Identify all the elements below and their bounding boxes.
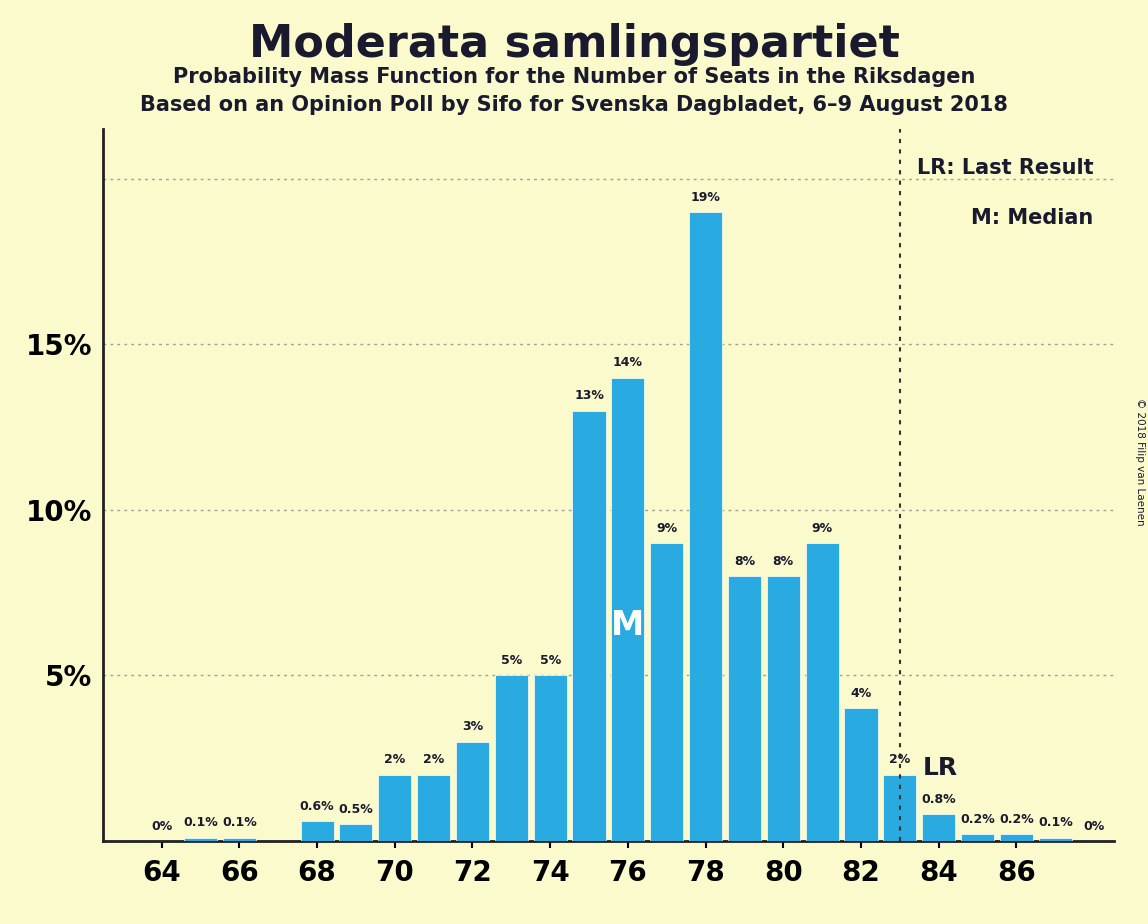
Bar bbox=[340, 824, 372, 841]
Text: 0.6%: 0.6% bbox=[300, 799, 334, 813]
Bar bbox=[883, 774, 916, 841]
Text: LR: Last Result: LR: Last Result bbox=[917, 158, 1093, 177]
Bar bbox=[650, 543, 683, 841]
Bar bbox=[1000, 834, 1033, 841]
Bar bbox=[184, 837, 217, 841]
Text: 0.8%: 0.8% bbox=[922, 793, 956, 806]
Bar bbox=[767, 576, 800, 841]
Text: 0.2%: 0.2% bbox=[999, 813, 1034, 826]
Bar bbox=[534, 675, 567, 841]
Bar bbox=[961, 834, 994, 841]
Text: LR: LR bbox=[923, 756, 959, 780]
Text: 13%: 13% bbox=[574, 389, 604, 402]
Text: 0%: 0% bbox=[152, 820, 172, 833]
Bar bbox=[417, 774, 450, 841]
Text: 0.1%: 0.1% bbox=[222, 816, 257, 829]
Bar bbox=[573, 410, 605, 841]
Bar bbox=[689, 213, 722, 841]
Text: 2%: 2% bbox=[385, 753, 405, 766]
Bar bbox=[922, 814, 955, 841]
Text: 0.2%: 0.2% bbox=[960, 813, 995, 826]
Text: 0.5%: 0.5% bbox=[339, 803, 373, 816]
Bar bbox=[223, 837, 256, 841]
Bar bbox=[456, 742, 489, 841]
Bar bbox=[728, 576, 761, 841]
Text: 14%: 14% bbox=[613, 357, 643, 370]
Text: 9%: 9% bbox=[657, 522, 677, 535]
Text: M: M bbox=[611, 609, 644, 642]
Text: 3%: 3% bbox=[461, 721, 483, 734]
Bar bbox=[1039, 837, 1072, 841]
Text: 0.1%: 0.1% bbox=[1038, 816, 1072, 829]
Bar bbox=[495, 675, 528, 841]
Text: 5%: 5% bbox=[501, 654, 522, 667]
Text: 5%: 5% bbox=[540, 654, 560, 667]
Bar bbox=[845, 709, 877, 841]
Text: 0%: 0% bbox=[1084, 820, 1104, 833]
Text: 4%: 4% bbox=[851, 687, 871, 700]
Text: 0.1%: 0.1% bbox=[183, 816, 218, 829]
Bar bbox=[806, 543, 839, 841]
Text: 8%: 8% bbox=[773, 554, 794, 568]
Bar bbox=[301, 821, 334, 841]
Text: Based on an Opinion Poll by Sifo for Svenska Dagbladet, 6–9 August 2018: Based on an Opinion Poll by Sifo for Sve… bbox=[140, 95, 1008, 116]
Bar bbox=[612, 378, 644, 841]
Text: Probability Mass Function for the Number of Seats in the Riksdagen: Probability Mass Function for the Number… bbox=[173, 67, 975, 87]
Text: M: Median: M: Median bbox=[971, 208, 1093, 227]
Text: 9%: 9% bbox=[812, 522, 832, 535]
Bar bbox=[378, 774, 411, 841]
Text: 19%: 19% bbox=[691, 191, 721, 204]
Text: 8%: 8% bbox=[734, 554, 755, 568]
Text: 2%: 2% bbox=[890, 753, 910, 766]
Text: © 2018 Filip van Laenen: © 2018 Filip van Laenen bbox=[1135, 398, 1145, 526]
Text: 2%: 2% bbox=[422, 753, 444, 766]
Text: Moderata samlingspartiet: Moderata samlingspartiet bbox=[249, 23, 899, 67]
